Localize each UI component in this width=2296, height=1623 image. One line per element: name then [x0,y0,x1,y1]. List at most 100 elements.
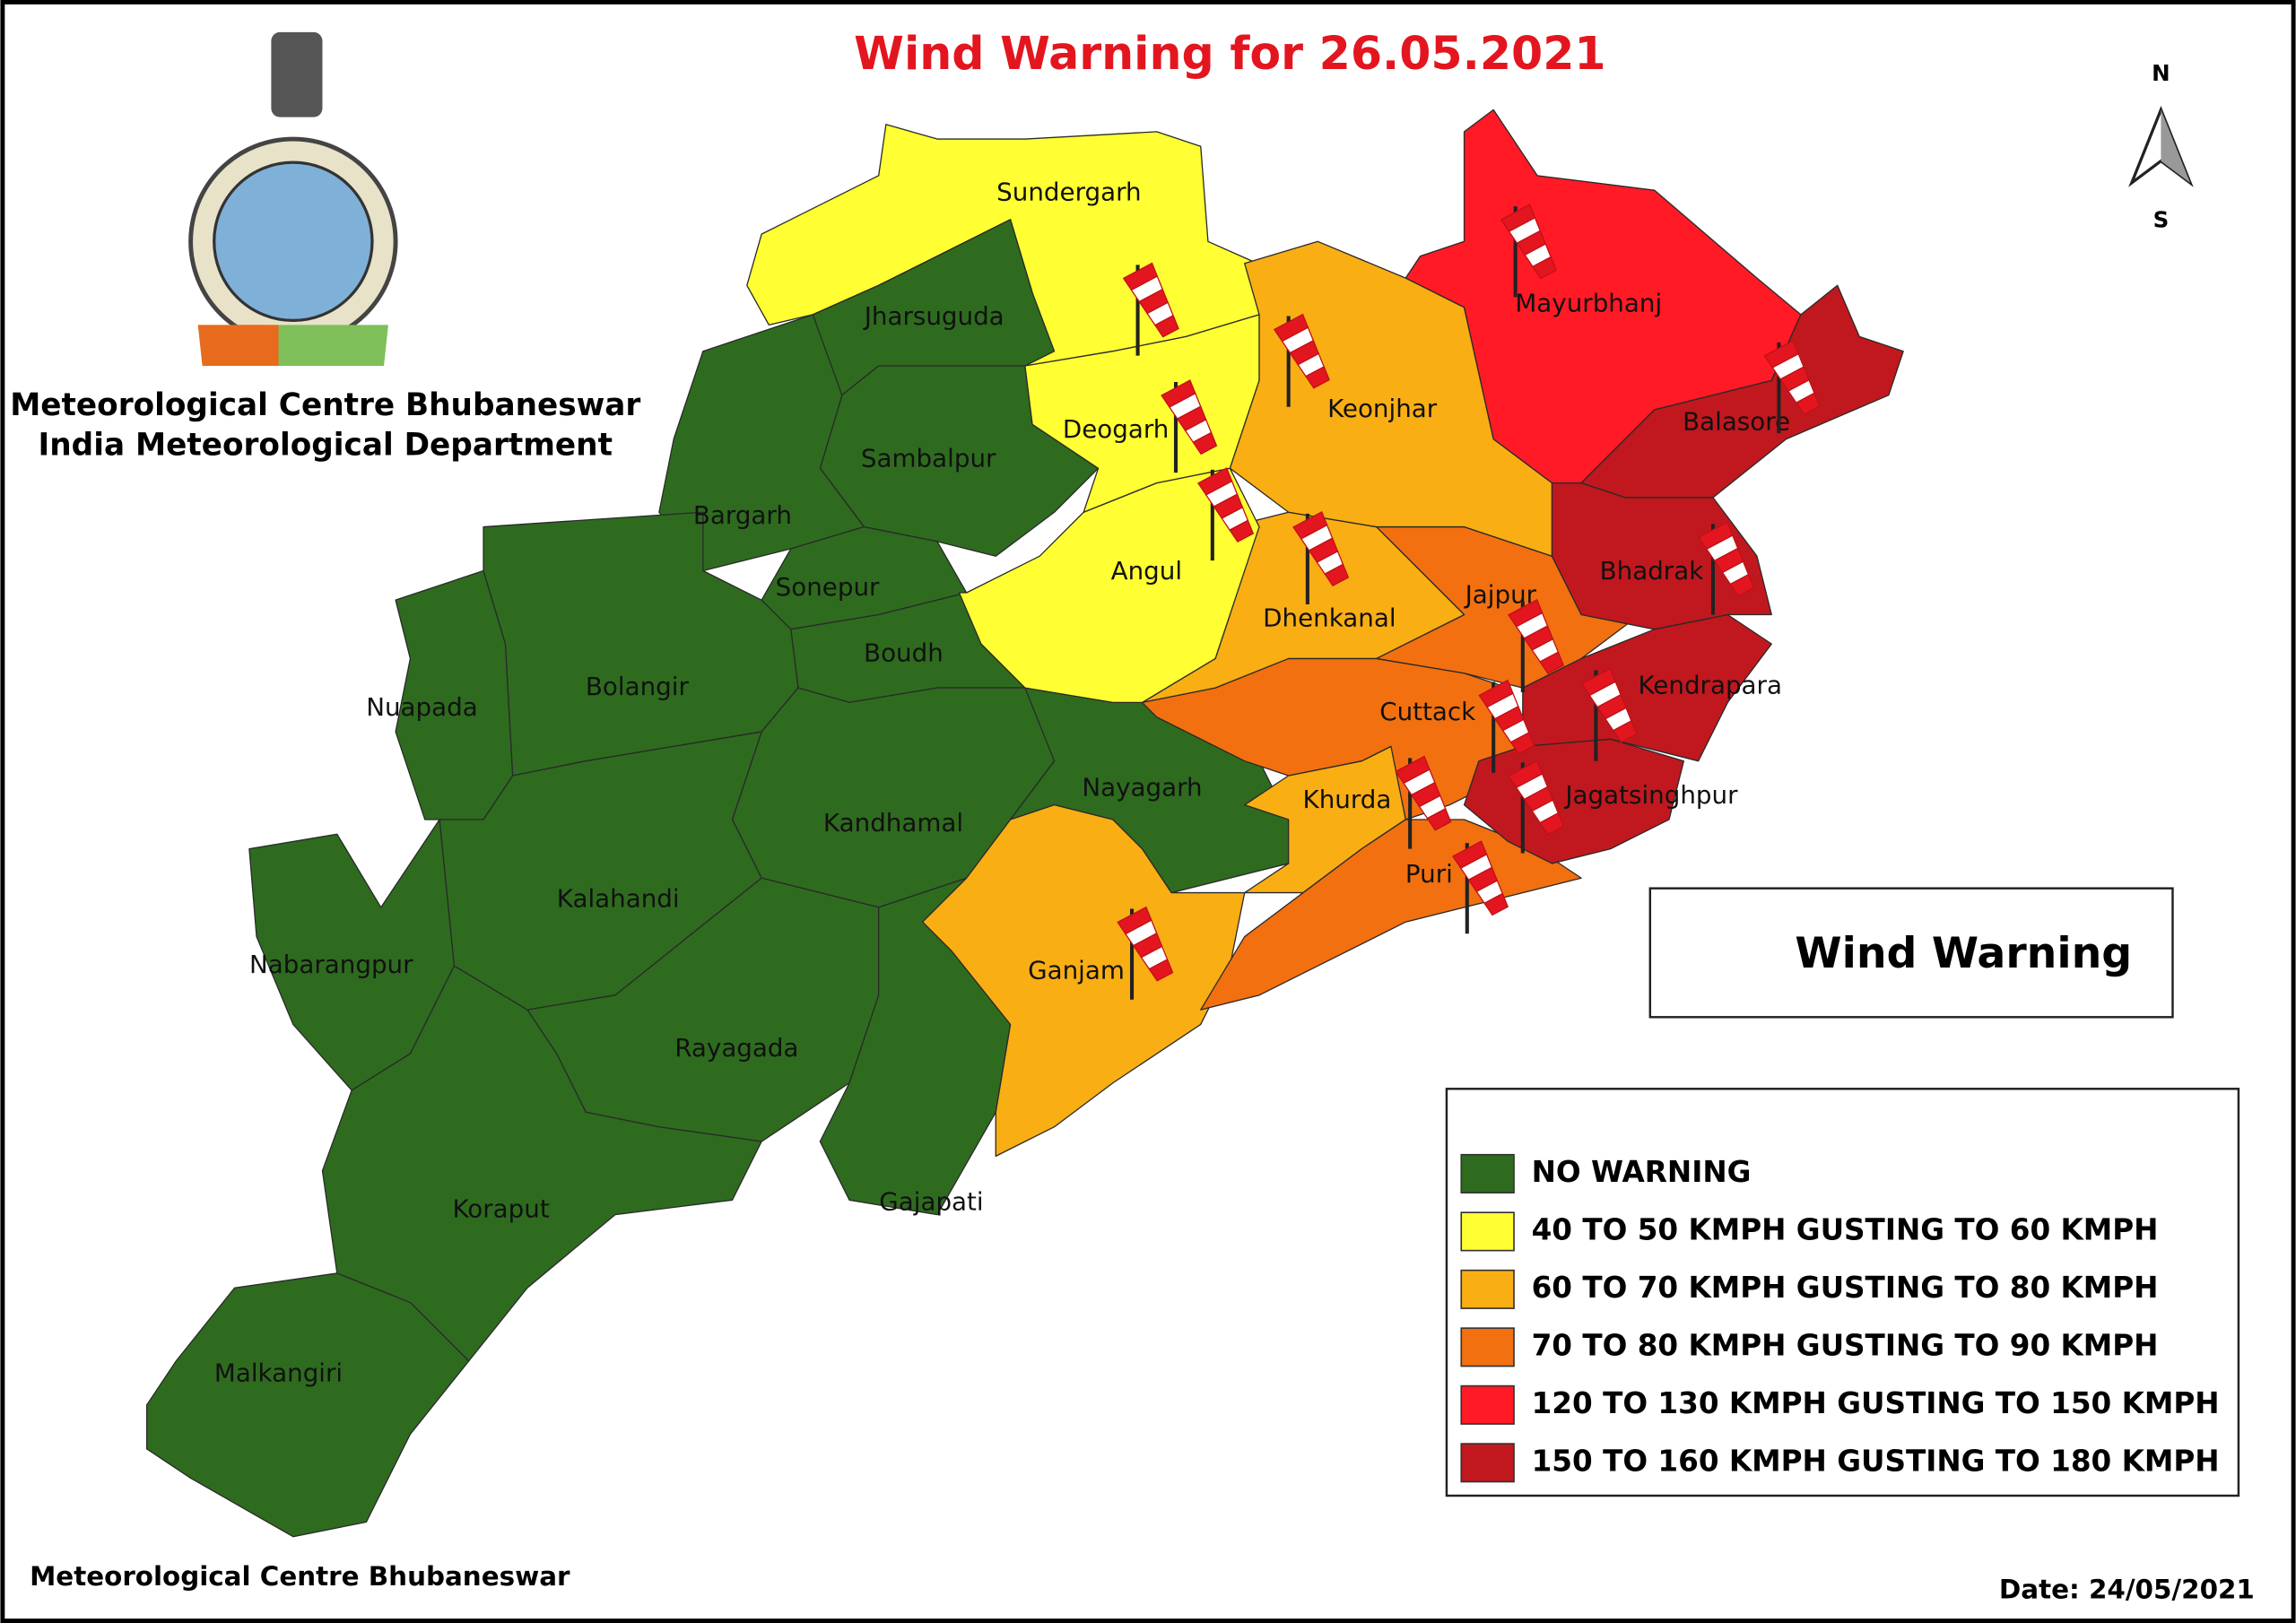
district-label: Sundergarh [996,177,1141,206]
legend-label: 60 TO 70 KMPH GUSTING TO 80 KMPH [1532,1271,2159,1305]
district-label: Nabarangpur [249,950,413,979]
windsock-cone [1580,667,1638,743]
windsock-cone [1508,759,1565,836]
title: Wind Warning for 26.05.2021 [854,27,1605,80]
district-label: Deogarh [1063,414,1169,444]
district-label: Nayagarh [1082,773,1202,803]
compass [2128,106,2194,187]
windsocks [1117,204,1821,1000]
legend-swatch [1460,1153,1515,1193]
district-label: Balasore [1683,407,1790,437]
district-label: Jagatsinghpur [1563,780,1738,810]
windsock-icon [1508,759,1565,854]
windsock-cone [1508,598,1565,674]
footer-date: Date: 24/05/2021 [1999,1575,2255,1605]
windsock-stripe [1612,720,1638,743]
legend-swatch [1460,1211,1515,1252]
windsock-stripe [1532,256,1557,280]
district-label: Sambalpur [861,443,996,473]
district-label: Boudh [864,638,944,668]
district-label: Jajpur [1464,579,1537,609]
windsock-stripe [1795,392,1821,416]
windsock-cone [1478,679,1535,755]
windsock-cone [1763,340,1821,416]
district [1405,108,1802,484]
windsock-cone [1161,379,1218,456]
legend-label: 40 TO 50 KMPH GUSTING TO 60 KMPH [1532,1212,2159,1246]
windsock-icon [1122,262,1179,356]
district [1522,613,1772,762]
logo [188,31,398,367]
windsock-icon [1395,755,1452,849]
compass-south: S [2153,206,2170,232]
windsock-stripe [1148,959,1174,982]
windsock-stripe [1539,812,1565,836]
district-label: Kendrapara [1639,670,1782,699]
legend-label: NO WARNING [1532,1155,1752,1189]
windsock-icon [1292,511,1350,605]
district-map [145,108,1904,1538]
district-label: Cuttack [1379,697,1475,726]
windsock-cone [1292,511,1350,587]
windsock-cone [1197,467,1255,543]
windsock-cone [1500,204,1557,280]
district-label: Ganjam [1028,956,1125,985]
windsock-legend-label: Wind Warning [1795,929,2132,978]
district-label: Jharsuguda [863,301,1004,331]
legend-box [1445,1088,2240,1497]
district-label: Koraput [452,1194,549,1224]
windsock-cone [1395,755,1452,831]
district-labels: Sundergarh Jharsuguda Sambalpur Bargarh Sone… [214,177,1790,1387]
district-label: Rayagada [674,1033,798,1063]
district-label: Gajapati [879,1187,983,1217]
district-label: Mayurbhanj [1515,288,1662,317]
windsock-cone [1117,906,1174,982]
compass-north: N [2152,60,2170,86]
windsock-icon [1508,598,1565,692]
windsock-icon [1698,521,1755,615]
windsock-icon [1273,313,1330,407]
windsock-icon [1500,204,1557,298]
legend: NO WARNING 40 TO 50 KMPH GUSTING TO 60 KM… [1460,1153,2220,1483]
org-line: Meteorological Centre Bhubaneswar [10,387,640,423]
legend-label: 120 TO 130 KMPH GUSTING TO 150 KMPH [1532,1386,2220,1420]
windsock-cone [1122,262,1179,338]
windsock-legend-box [1648,887,2174,1019]
legend-swatch [1460,1384,1515,1425]
windsock-cone [1698,521,1755,597]
district-label: Khurda [1303,785,1392,814]
windsock-icon [1478,679,1535,773]
windsock-icon [1117,906,1174,1000]
windsock-cone [1273,313,1330,389]
district-label: Angul [1111,556,1182,586]
windsock-icon [1452,840,1509,934]
windsock-stripe [1426,808,1452,831]
windsock-stripe [1483,892,1509,916]
windsock-stripe [1539,651,1565,674]
district-label: Kandhamal [823,808,963,838]
district-label: Kalahandi [557,884,680,914]
legend-label: 150 TO 160 KMPH GUSTING TO 180 KMPH [1532,1444,2220,1478]
windsock-stripe [1305,366,1330,389]
district-label: Malkangiri [214,1358,343,1388]
legend-swatch [1460,1443,1515,1483]
district-label: Puri [1405,859,1453,889]
legend-swatch [1460,1327,1515,1367]
district-label: Keonjhar [1327,394,1438,423]
district [145,1272,470,1538]
org-line: India Meteorological Department [39,427,613,463]
windsock-icon [1763,340,1821,434]
district-label: Bolangir [586,672,690,701]
windsock-stripe [1324,563,1350,587]
windsock-icon [1580,667,1638,761]
district-label: Bargarh [693,500,792,530]
legend-swatch [1460,1269,1515,1309]
district [1551,482,1772,630]
legend-label: 70 TO 80 KMPH GUSTING TO 90 KMPH [1532,1328,2159,1362]
windsock-stripe [1729,573,1755,597]
windsock-cone [1452,840,1509,916]
windsock-stripe [1509,732,1535,755]
windsock-stripe [1192,431,1218,456]
windsock-stripe [1229,519,1255,543]
